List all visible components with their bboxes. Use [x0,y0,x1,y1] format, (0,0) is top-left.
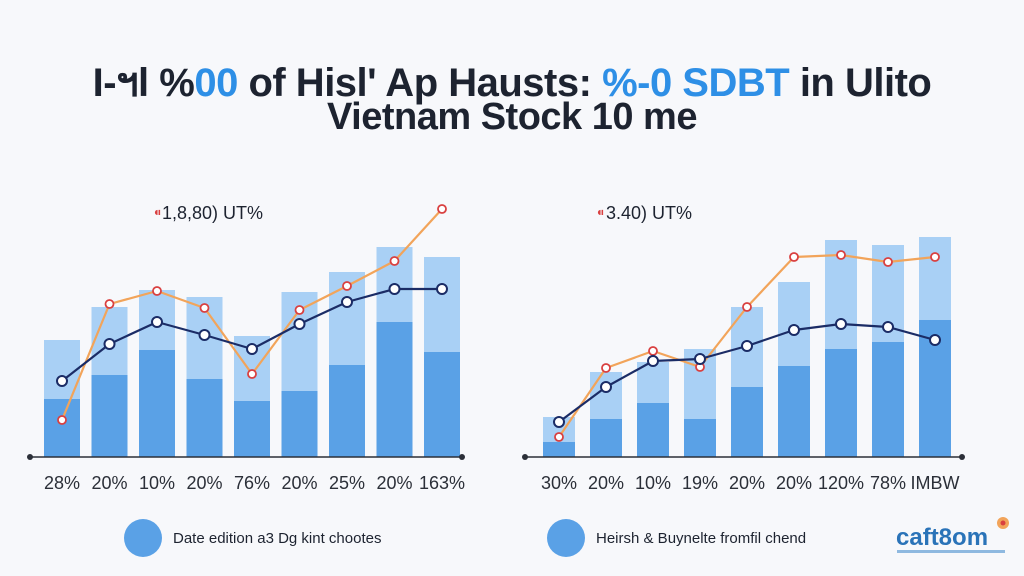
right-tick-label-4: 20% [729,473,765,493]
left-orange-point-5 [294,305,305,315]
right-navy-point-0 [553,416,565,428]
left-orange-point-7 [389,256,400,266]
right-bar-dark-7 [872,342,904,457]
logo-flower-center-icon [1000,520,1006,526]
right-navy-point-4 [741,340,753,352]
left-navy-point-2 [151,316,163,328]
right-tick-label-5: 20% [776,473,812,493]
left-rate-marker-icon: ⁌ [153,203,162,223]
right-orange-point-7 [883,257,893,267]
right-bar-dark-6 [825,349,857,457]
left-navy-point-7 [388,283,401,295]
right-orange-point-6 [836,250,846,260]
left-navy-point-8 [436,283,448,295]
right-bar-dark-0 [543,442,575,457]
right-rate-marker-icon: ⁌ [596,203,605,223]
right-rate-label: 3.40) UT% [606,203,692,223]
right-navy-point-5 [788,324,800,336]
left-bar-dark-5 [281,391,318,457]
title-accent-2: %-0 SDBT [602,61,790,105]
right-orange-point-0 [554,432,564,442]
left-bar-dark-1 [91,375,128,457]
left-tick-label-2: 10% [139,473,175,493]
right-orange-point-4 [742,302,752,312]
right-orange-point-2 [648,346,658,356]
left-navy-point-5 [293,318,306,330]
right-legend-label: Heirsh & Buynelte fromfil chend [596,530,806,547]
left-orange-point-0 [57,415,67,425]
left-tick-label-0: 28% [44,473,80,493]
left-rate-label: 1,8,80) UT% [162,203,263,223]
right-bar-dark-1 [590,419,622,457]
left-navy-point-4 [246,343,258,355]
title-part-2: of Hisl' Ap Ηausts: [237,61,603,105]
left-orange-point-3 [199,303,210,313]
left-orange-point-8 [437,204,447,214]
left-navy-point-3 [198,329,211,341]
right-navy-point-2 [647,355,659,367]
right-tick-label-0: 30% [541,473,577,493]
right-tick-label-2: 10% [635,473,671,493]
left-navy-point-0 [56,375,68,387]
right-navy-point-7 [882,321,894,333]
left-navy-point-6 [341,296,353,308]
right-legend-dot [547,519,585,557]
left-bar-dark-2 [139,350,175,457]
left-bar-dark-6 [329,365,365,457]
chart-title-line-1: I-ฯl %00 of Hisl' Ap Ηausts: %-0 SDBT in… [0,50,1024,114]
left-tick-label-1: 20% [91,473,127,493]
left-tick-label-4: 76% [234,473,270,493]
right-bar-dark-4 [731,387,763,457]
title-part-3: in Ulito [789,61,932,105]
left-bar-dark-3 [186,379,223,457]
left-legend-label: Date edition a3 Dg kint chootes [173,530,381,547]
right-orange-point-1 [601,363,611,373]
left-orange-point-2 [152,286,162,296]
right-axis-start-dot [522,454,528,460]
left-tick-label-5: 20% [281,473,317,493]
right-axis-end-dot [959,454,965,460]
right-tick-label-8: IMBW [911,473,960,493]
left-navy-point-1 [103,338,116,350]
right-navy-point-8 [929,334,941,346]
brand-logo: caft8om [896,517,1009,553]
right-tick-label-7: 78% [870,473,906,493]
left-orange-point-6 [342,281,352,291]
left-orange-point-4 [247,369,257,379]
logo-text: caft8om [896,524,988,551]
left-axis-start-dot [27,454,33,460]
left-axis-end-dot [459,454,465,460]
right-bar-dark-5 [778,366,810,457]
left-bar-dark-8 [424,352,460,457]
right-bar-dark-2 [637,403,669,457]
right-bar-dark-3 [684,419,716,457]
right-tick-label-6: 120% [818,473,864,493]
left-tick-label-8: 163% [419,473,465,493]
right-tick-label-1: 20% [588,473,624,493]
left-legend-dot [124,519,162,557]
title-part-1: I-ฯl % [92,61,195,105]
logo-tagline-bar [897,550,1005,553]
right-navy-point-1 [600,381,612,393]
left-orange-point-1 [104,299,115,309]
left-bar-dark-0 [44,399,80,457]
left-bar-dark-7 [376,322,413,457]
right-chart: 30% 20% 10% 19% 20% 20% 120% 78% IMBW [522,237,965,493]
left-tick-label-7: 20% [376,473,412,493]
right-orange-point-8 [930,252,940,262]
right-orange-point-5 [789,252,799,262]
left-tick-label-3: 20% [186,473,222,493]
left-chart: 28% 20% 10% 20% 76% 20% 25% 20% 163% [27,204,465,493]
right-navy-point-6 [835,318,847,330]
left-tick-label-6: 25% [329,473,365,493]
right-tick-label-3: 19% [682,473,718,493]
left-bar-dark-4 [234,401,270,457]
title-accent-1: 00 [194,61,238,105]
chart-title-line-2: Vietnam Stock 10 me [327,96,697,138]
right-navy-point-3 [694,353,706,365]
